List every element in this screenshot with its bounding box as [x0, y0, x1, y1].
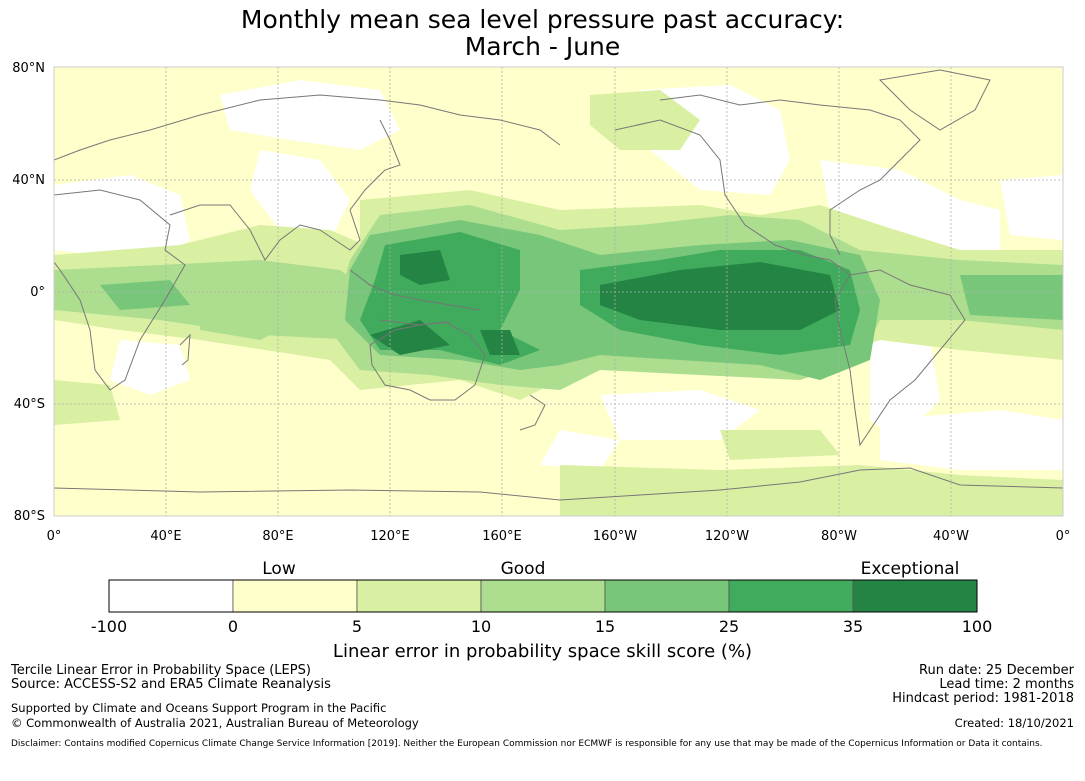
disclaimer: Disclaimer: Contains modified Copernicus… [11, 739, 1043, 749]
colorbar-swatch [728, 579, 854, 613]
lon-label: 120°E [370, 529, 410, 544]
lon-label: 80°E [262, 529, 294, 544]
lon-label: 40°W [933, 529, 969, 544]
colorbar-swatch [356, 579, 482, 613]
colorbar-swatch [852, 579, 978, 613]
lead-time: Lead time: 2 months [939, 677, 1074, 692]
support-note: Supported by Climate and Oceans Support … [11, 701, 387, 715]
colorbar-swatch [604, 579, 730, 613]
lon-label: 120°W [704, 529, 750, 544]
data-source: Source: ACCESS-S2 and ERA5 Climate Reana… [11, 677, 331, 692]
lon-label: 160°W [592, 529, 638, 544]
lat-label: 0° [30, 285, 45, 300]
lat-label: 80°N [12, 61, 45, 76]
lon-label: 80°W [821, 529, 857, 544]
coastlines [54, 69, 1063, 501]
hindcast-period: Hindcast period: 1981-2018 [892, 691, 1074, 706]
skill-35-100 [370, 250, 840, 355]
map-title-line2: March - June [464, 32, 621, 61]
copyright: © Commonwealth of Australia 2021, Austra… [11, 716, 419, 730]
colorbar-label: Linear error in probability space skill … [332, 641, 753, 662]
lon-label: 0° [1055, 529, 1071, 544]
colorbar-tick: -100 [90, 617, 128, 636]
colorbar-tick: 0 [227, 617, 239, 636]
run-date: Run date: 25 December [919, 663, 1074, 678]
category-low: Low [262, 559, 296, 579]
lon-label: 40°E [150, 529, 182, 544]
map-title-line1: Monthly mean sea level pressure past acc… [240, 5, 845, 34]
lat-label: 40°N [12, 173, 45, 188]
colorbar-tick: 35 [842, 617, 864, 636]
colorbar-tick: 25 [718, 617, 740, 636]
colorbar-swatch [232, 579, 358, 613]
colorbar-swatch [480, 579, 606, 613]
lat-label: 40°S [13, 397, 45, 412]
graticule [54, 67, 1063, 516]
lon-label: 160°E [482, 529, 522, 544]
colorbar-tick: 15 [594, 617, 616, 636]
colorbar-tick: 5 [351, 617, 363, 636]
colorbar [108, 579, 978, 613]
lat-label: 80°S [13, 509, 45, 524]
colorbar-swatch [108, 579, 234, 613]
category-exceptional: Exceptional [860, 559, 960, 579]
lon-label: 0° [46, 529, 62, 544]
colorbar-border [108, 579, 978, 613]
colorbar-tick: 10 [470, 617, 492, 636]
colorbar-tick: 100 [961, 617, 993, 636]
leps-description: Tercile Linear Error in Probability Spac… [11, 663, 311, 678]
created-date: Created: 18/10/2021 [954, 716, 1074, 730]
category-good: Good [500, 559, 546, 579]
